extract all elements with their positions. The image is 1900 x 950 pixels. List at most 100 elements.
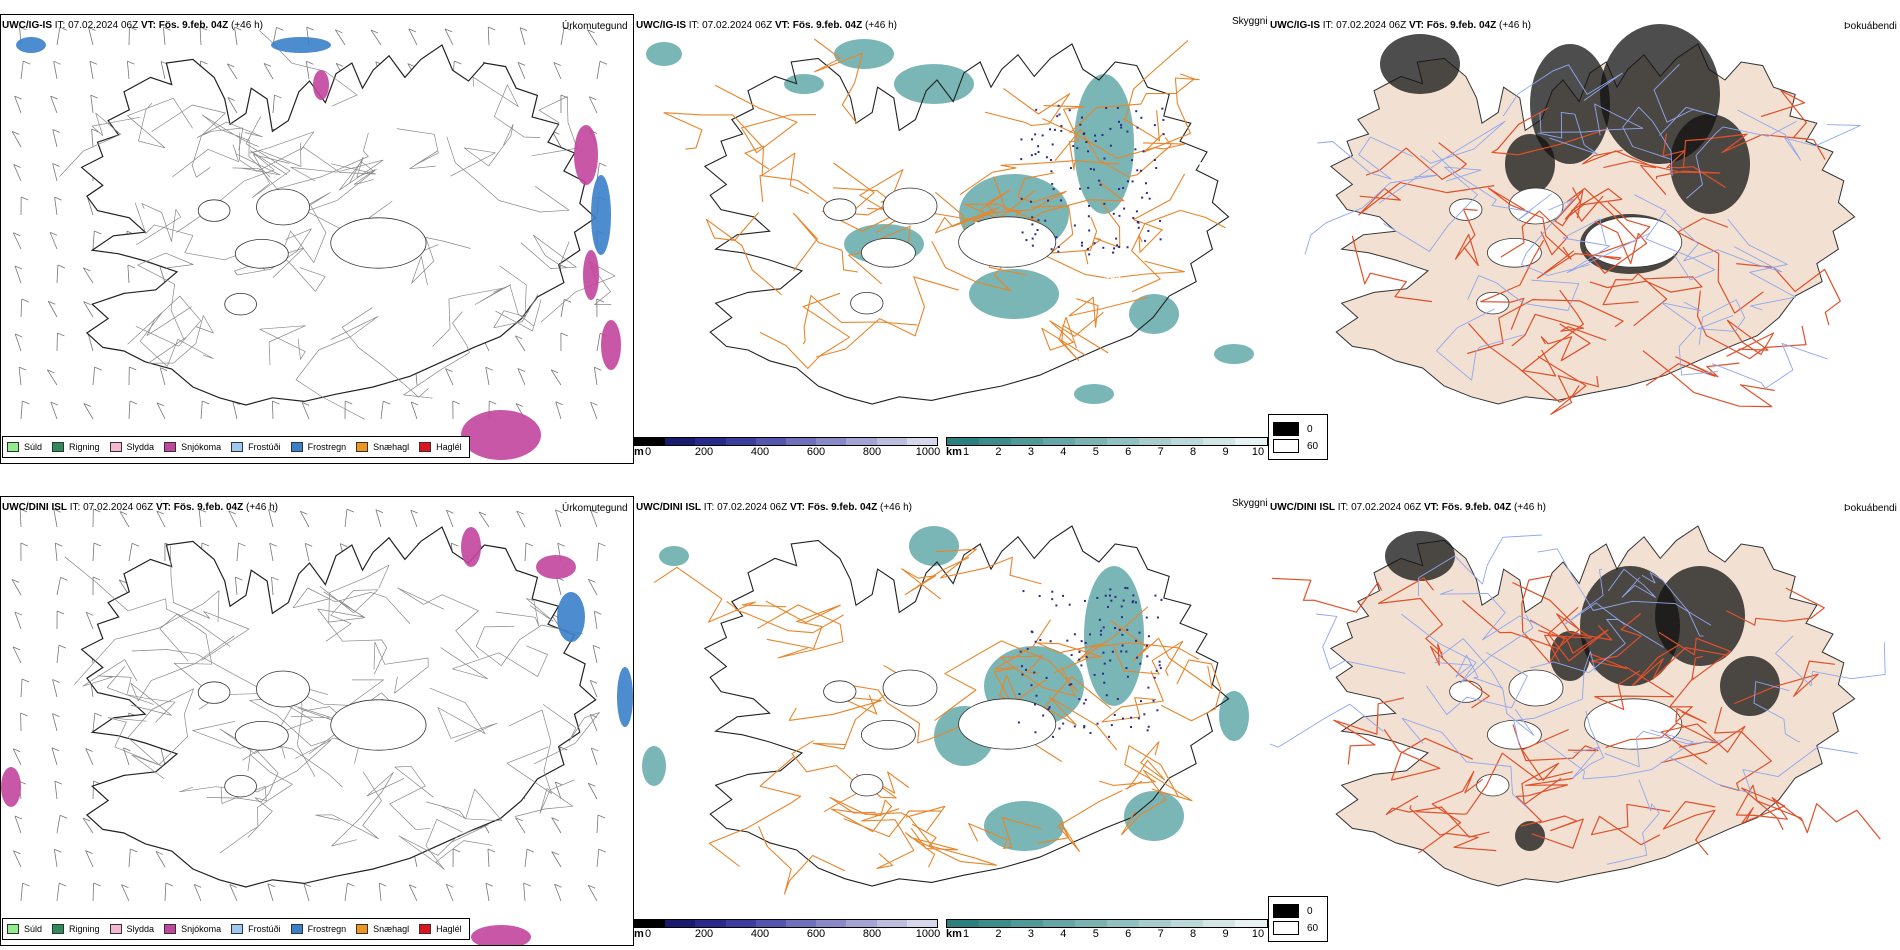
cloud-base-point: [1085, 140, 1088, 143]
cloud-base-point: [1130, 716, 1133, 719]
wind-barb-flag: [54, 196, 62, 201]
road-line: [1735, 784, 1804, 822]
glacier-outline: [1486, 238, 1542, 268]
wind-barb: [160, 61, 166, 80]
wind-barb: [14, 333, 22, 352]
lead-time: (+46 h): [880, 502, 912, 513]
wind-barb-flag: [200, 60, 208, 65]
wind-barb: [587, 885, 598, 902]
wind-barb: [121, 884, 130, 902]
cloud-base-point: [1132, 216, 1135, 219]
visibility-panel-bottom: 706 682 30 31: [634, 496, 1270, 946]
wind-barb: [159, 367, 166, 386]
wind-barb: [590, 510, 598, 528]
wind-barb: [516, 510, 526, 528]
cloud-base-point: [1026, 647, 1029, 650]
vt-value: Fös. 9.feb. 04Z: [173, 502, 244, 513]
fog-legend-swatch: [1273, 921, 1299, 935]
cloud-base-point: [1121, 644, 1124, 647]
wind-barb-flag: [91, 128, 99, 133]
road-line: [959, 160, 1120, 196]
glacier-outline: [197, 199, 231, 222]
wind-barb: [590, 402, 598, 420]
colorbar-tick: 400: [750, 928, 770, 940]
wind-barb-flag: [59, 26, 68, 31]
iceland-map-visibility-bottom: 706 682 30 31: [642, 525, 1249, 895]
wind-barb-flag: [13, 232, 21, 237]
road-line: [429, 687, 498, 743]
road-line: [135, 295, 202, 347]
visibility-area: [659, 546, 689, 566]
lead-time: (+46 h): [865, 20, 897, 31]
road-line: [1487, 187, 1572, 260]
road-line: [1436, 308, 1525, 381]
fog-legend-label: 0: [1307, 905, 1313, 917]
road-line: [249, 131, 315, 167]
road-line: [1351, 235, 1433, 303]
cloud-base-point: [1158, 660, 1161, 663]
cloud-base-point: [1116, 244, 1119, 247]
wind-barb-flag: [127, 264, 136, 269]
wind-barb: [56, 577, 61, 596]
colorbar-segment: [906, 920, 938, 927]
wind-barb-flag: [90, 94, 98, 99]
model-name: UWC/IG-IS: [1270, 20, 1320, 31]
vt-label: VT:: [1408, 20, 1424, 31]
cloud-base-point: [1144, 182, 1147, 185]
road-line: [1642, 350, 1775, 408]
cloud-base-point: [1155, 669, 1158, 672]
colorbar-unit: km: [946, 928, 962, 940]
fog-legend-bottom: 0 60: [1268, 896, 1328, 942]
wind-barb-flag: [597, 814, 606, 819]
colorbar-segment: [635, 438, 666, 445]
wind-barb-flag: [119, 579, 127, 584]
road-line: [1645, 356, 1740, 386]
cloud-base-point: [1030, 630, 1033, 633]
road-line: [705, 212, 782, 296]
legend-label: Frostúði: [248, 924, 281, 934]
it-value: 07.02.2024 06Z: [1351, 502, 1422, 513]
cloud-base-point: [1126, 675, 1129, 678]
road-line: [1467, 299, 1624, 355]
visibility-value-label: -387: [1059, 271, 1079, 282]
it-value: 07.02.2024 06Z: [1336, 20, 1407, 31]
cloud-base-point: [1131, 601, 1134, 604]
cloud-base-point: [1037, 219, 1040, 222]
legend-item: Slydda: [109, 924, 154, 934]
wind-barb-flag: [54, 848, 62, 853]
wind-barb: [300, 511, 310, 528]
wind-barb: [589, 680, 598, 698]
panel-label-visibility-top: Skyggni: [1232, 16, 1268, 27]
wind-barb: [92, 543, 95, 562]
colorbar-tick: 8: [1190, 928, 1197, 940]
wind-barb: [596, 333, 601, 352]
road-line: [411, 237, 471, 286]
wind-barb: [487, 26, 490, 46]
wind-barb-flag: [163, 26, 171, 31]
wind-barb-flag: [156, 402, 165, 407]
wind-barb: [551, 817, 562, 834]
wind-barb: [53, 849, 58, 868]
wind-barb: [554, 781, 562, 800]
wind-barb-flag: [160, 367, 168, 372]
wind-barb-flag: [129, 26, 137, 31]
road-line: [1582, 149, 1667, 196]
road-line: [398, 824, 489, 866]
road-line: [1440, 589, 1541, 641]
wind-barb: [83, 301, 94, 318]
cloud-base-point: [1134, 601, 1137, 604]
wind-barb-flag: [407, 63, 415, 67]
cloud-base-point: [1073, 725, 1076, 728]
visibility-area: [642, 746, 666, 786]
colorbar-tick: 4: [1060, 928, 1067, 940]
cloud-base-point: [1116, 698, 1119, 701]
cloud-base-point: [1037, 151, 1040, 154]
road-line: [1658, 631, 1732, 681]
cloud-base-point: [1088, 253, 1091, 256]
cloud-base-point: [1140, 169, 1143, 172]
wind-barb: [54, 543, 58, 562]
road-line: [901, 557, 970, 600]
colorbar-segment: [979, 438, 1011, 445]
wind-barb-flag: [86, 611, 94, 616]
road-line: [1383, 166, 1482, 252]
